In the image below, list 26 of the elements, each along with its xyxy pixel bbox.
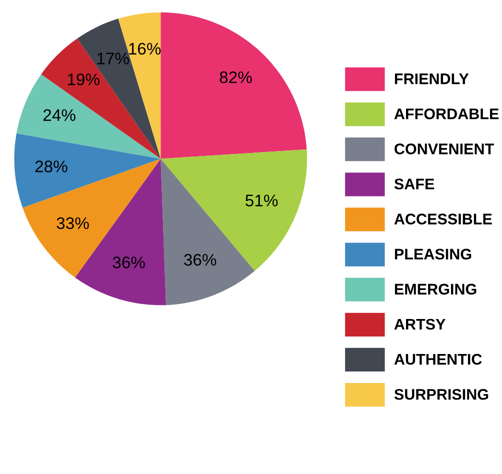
pie-slice bbox=[41, 38, 161, 159]
data-label: 24% bbox=[43, 109, 76, 121]
legend-label: AFFORDABLE bbox=[394, 108, 499, 120]
data-label: 17% bbox=[97, 52, 129, 64]
legend-label: PLEASING bbox=[394, 248, 472, 260]
data-label: 16% bbox=[129, 42, 161, 55]
data-label: 82% bbox=[220, 71, 252, 84]
data-label: 33% bbox=[56, 217, 89, 230]
pie-slice bbox=[14, 133, 161, 208]
legend-label: SURPRISING bbox=[394, 388, 488, 400]
legend-label: EMERGING bbox=[394, 284, 476, 295]
legend-label: SAFE bbox=[394, 178, 434, 190]
legend-label: AUTHENTIC bbox=[394, 354, 482, 365]
legend-label: FRIENDLY bbox=[394, 74, 469, 84]
legend-label: ARTSY bbox=[394, 318, 446, 330]
legend-label: CONVENIENT bbox=[394, 144, 494, 154]
data-label: 51% bbox=[246, 194, 278, 206]
pie-slice bbox=[160, 149, 308, 271]
pie-slice bbox=[160, 12, 307, 159]
data-label: 19% bbox=[68, 73, 100, 86]
pie-slice bbox=[22, 158, 161, 278]
pie-slice bbox=[16, 74, 161, 159]
data-label: 36% bbox=[112, 256, 145, 268]
data-label: 28% bbox=[35, 160, 68, 172]
data-label: 36% bbox=[184, 254, 216, 266]
legend-label: ACCESSIBLE bbox=[394, 214, 492, 224]
